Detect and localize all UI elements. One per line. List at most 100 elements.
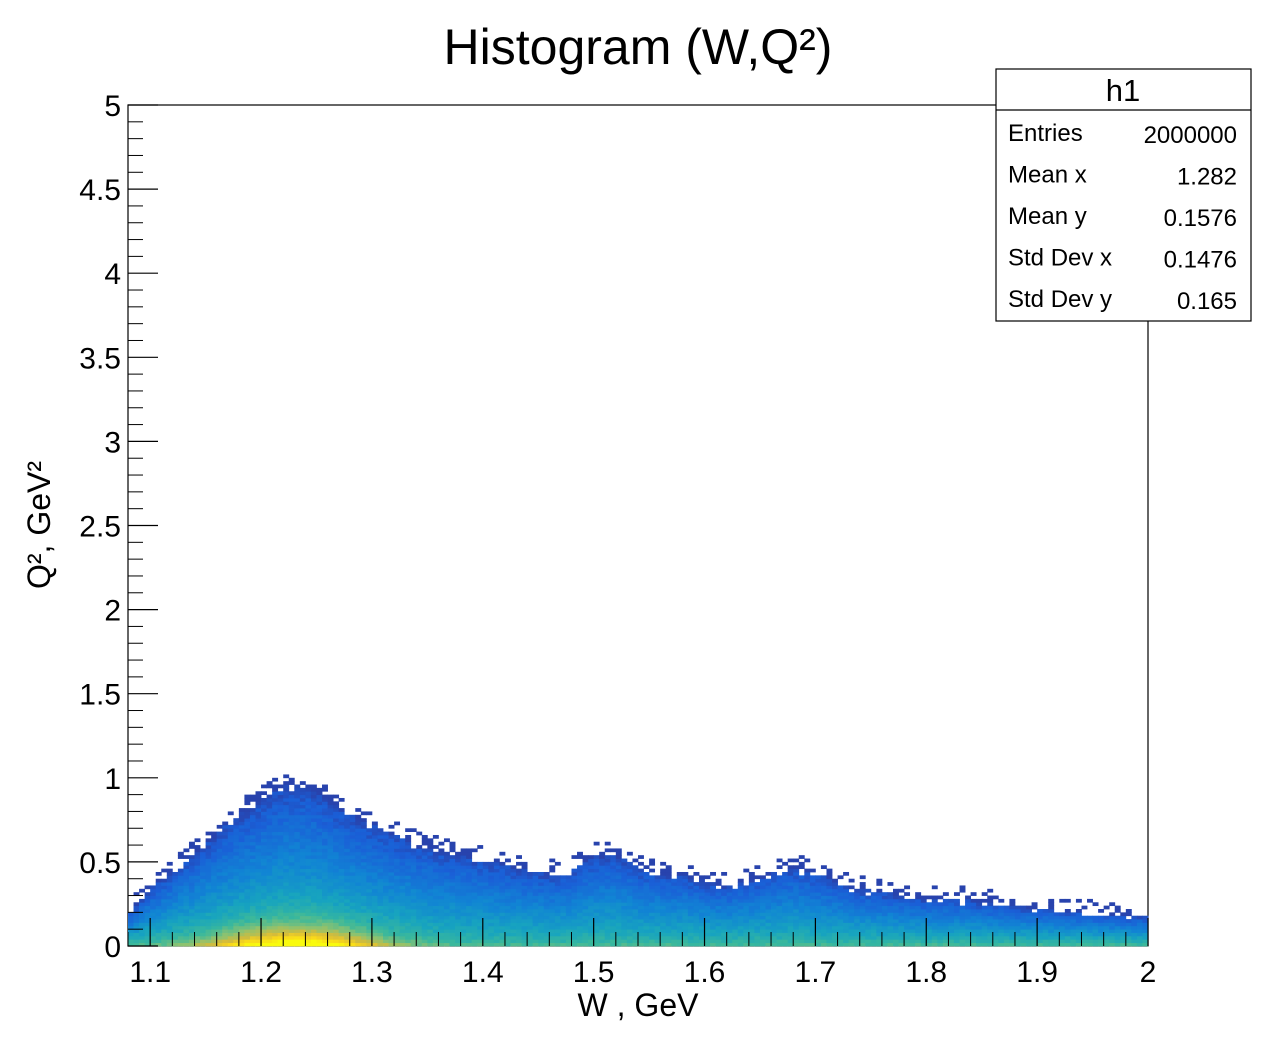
heatmap-cell [898, 922, 905, 927]
heatmap-cell [349, 865, 356, 870]
heatmap-cell [333, 801, 340, 806]
heatmap-cell [249, 875, 256, 880]
heatmap-cell [255, 797, 262, 802]
heatmap-cell [288, 804, 295, 809]
heatmap-cell [959, 922, 966, 927]
heatmap-cell [809, 942, 816, 947]
heatmap-cell [294, 865, 301, 870]
heatmap-cell [410, 922, 417, 927]
heatmap-cell [527, 939, 534, 944]
heatmap-cell [682, 871, 689, 876]
heatmap-cell [643, 929, 650, 933]
heatmap-cell [660, 882, 667, 886]
heatmap-cell [793, 942, 800, 947]
heatmap-cell [715, 919, 722, 923]
heatmap-cell [660, 915, 667, 920]
heatmap-cell [188, 909, 195, 913]
heatmap-cell [499, 888, 506, 893]
heatmap-cell [316, 905, 323, 910]
heatmap-cell [333, 858, 340, 863]
heatmap-cell [383, 905, 389, 910]
heatmap-cell [288, 882, 295, 886]
heatmap-cell [615, 925, 622, 930]
heatmap-cell [588, 902, 595, 907]
heatmap-cell [671, 912, 678, 917]
heatmap-cell [759, 909, 766, 913]
heatmap-cell [355, 821, 362, 826]
heatmap-cell [959, 939, 966, 944]
heatmap-cell [299, 791, 306, 796]
heatmap-cell [238, 922, 245, 927]
heatmap-cell [504, 895, 511, 900]
heatmap-cell [333, 814, 340, 819]
heatmap-cell [1020, 905, 1027, 910]
heatmap-cell [671, 932, 678, 937]
heatmap-cell [549, 939, 556, 944]
heatmap-cell [399, 861, 406, 866]
heatmap-cell [266, 848, 273, 853]
heatmap-cell [371, 845, 378, 849]
heatmap-cell [909, 925, 916, 930]
heatmap-cell [188, 915, 195, 920]
heatmap-cell [754, 942, 761, 947]
heatmap-cell [371, 855, 378, 859]
heatmap-cell [942, 915, 949, 920]
heatmap-cell [432, 942, 439, 947]
heatmap-cell [698, 895, 705, 900]
heatmap-cell [238, 824, 245, 829]
heatmap-cell [820, 912, 827, 917]
heatmap-cell [793, 929, 800, 933]
heatmap-cell [1003, 922, 1010, 927]
heatmap-cell [577, 942, 583, 947]
heatmap-cell [249, 794, 256, 799]
heatmap-cell [244, 882, 251, 886]
heatmap-cell [394, 935, 401, 940]
heatmap-cell [1059, 935, 1066, 940]
heatmap-cell [599, 882, 606, 886]
heatmap-cell [443, 868, 450, 873]
heatmap-cell [299, 851, 306, 856]
heatmap-cell [144, 885, 151, 890]
heatmap-cell [421, 909, 428, 913]
heatmap-cell [915, 919, 922, 923]
heatmap-cell [161, 942, 168, 947]
heatmap-cell [953, 925, 960, 930]
heatmap-cell [305, 841, 312, 846]
heatmap-cell [671, 915, 678, 920]
heatmap-cell [1064, 942, 1071, 947]
heatmap-cell [144, 922, 151, 927]
heatmap-cell [172, 925, 179, 930]
heatmap-cell [859, 929, 866, 933]
heatmap-cell [166, 861, 173, 866]
heatmap-cell [820, 898, 827, 903]
heatmap-cell [488, 892, 495, 896]
heatmap-cell [565, 925, 572, 930]
heatmap-cell [205, 932, 212, 937]
heatmap-cell [399, 915, 406, 920]
heatmap-cell [649, 942, 656, 947]
heatmap-cell [266, 942, 273, 947]
heatmap-cell [920, 919, 927, 923]
heatmap-cell [649, 892, 656, 896]
heatmap-cell [649, 915, 656, 920]
heatmap-cell [843, 925, 850, 930]
heatmap-cell [615, 871, 622, 876]
heatmap-cell [970, 902, 977, 907]
heatmap-cell [732, 929, 739, 933]
heatmap-cell [238, 861, 245, 866]
heatmap-cell [593, 878, 600, 883]
heatmap-cell [166, 922, 173, 927]
heatmap-cell [360, 925, 367, 930]
heatmap-cell [333, 935, 340, 940]
heatmap-cell [638, 868, 644, 873]
heatmap-cell [405, 932, 412, 937]
heatmap-cell [283, 892, 290, 896]
heatmap-cell [233, 919, 240, 923]
heatmap-cell [571, 902, 578, 907]
heatmap-cell [549, 935, 556, 940]
heatmap-cell [848, 912, 855, 917]
heatmap-cell [1064, 919, 1071, 923]
heatmap-cell [238, 808, 245, 812]
heatmap-cell [205, 878, 212, 883]
heatmap-cell [277, 922, 284, 927]
